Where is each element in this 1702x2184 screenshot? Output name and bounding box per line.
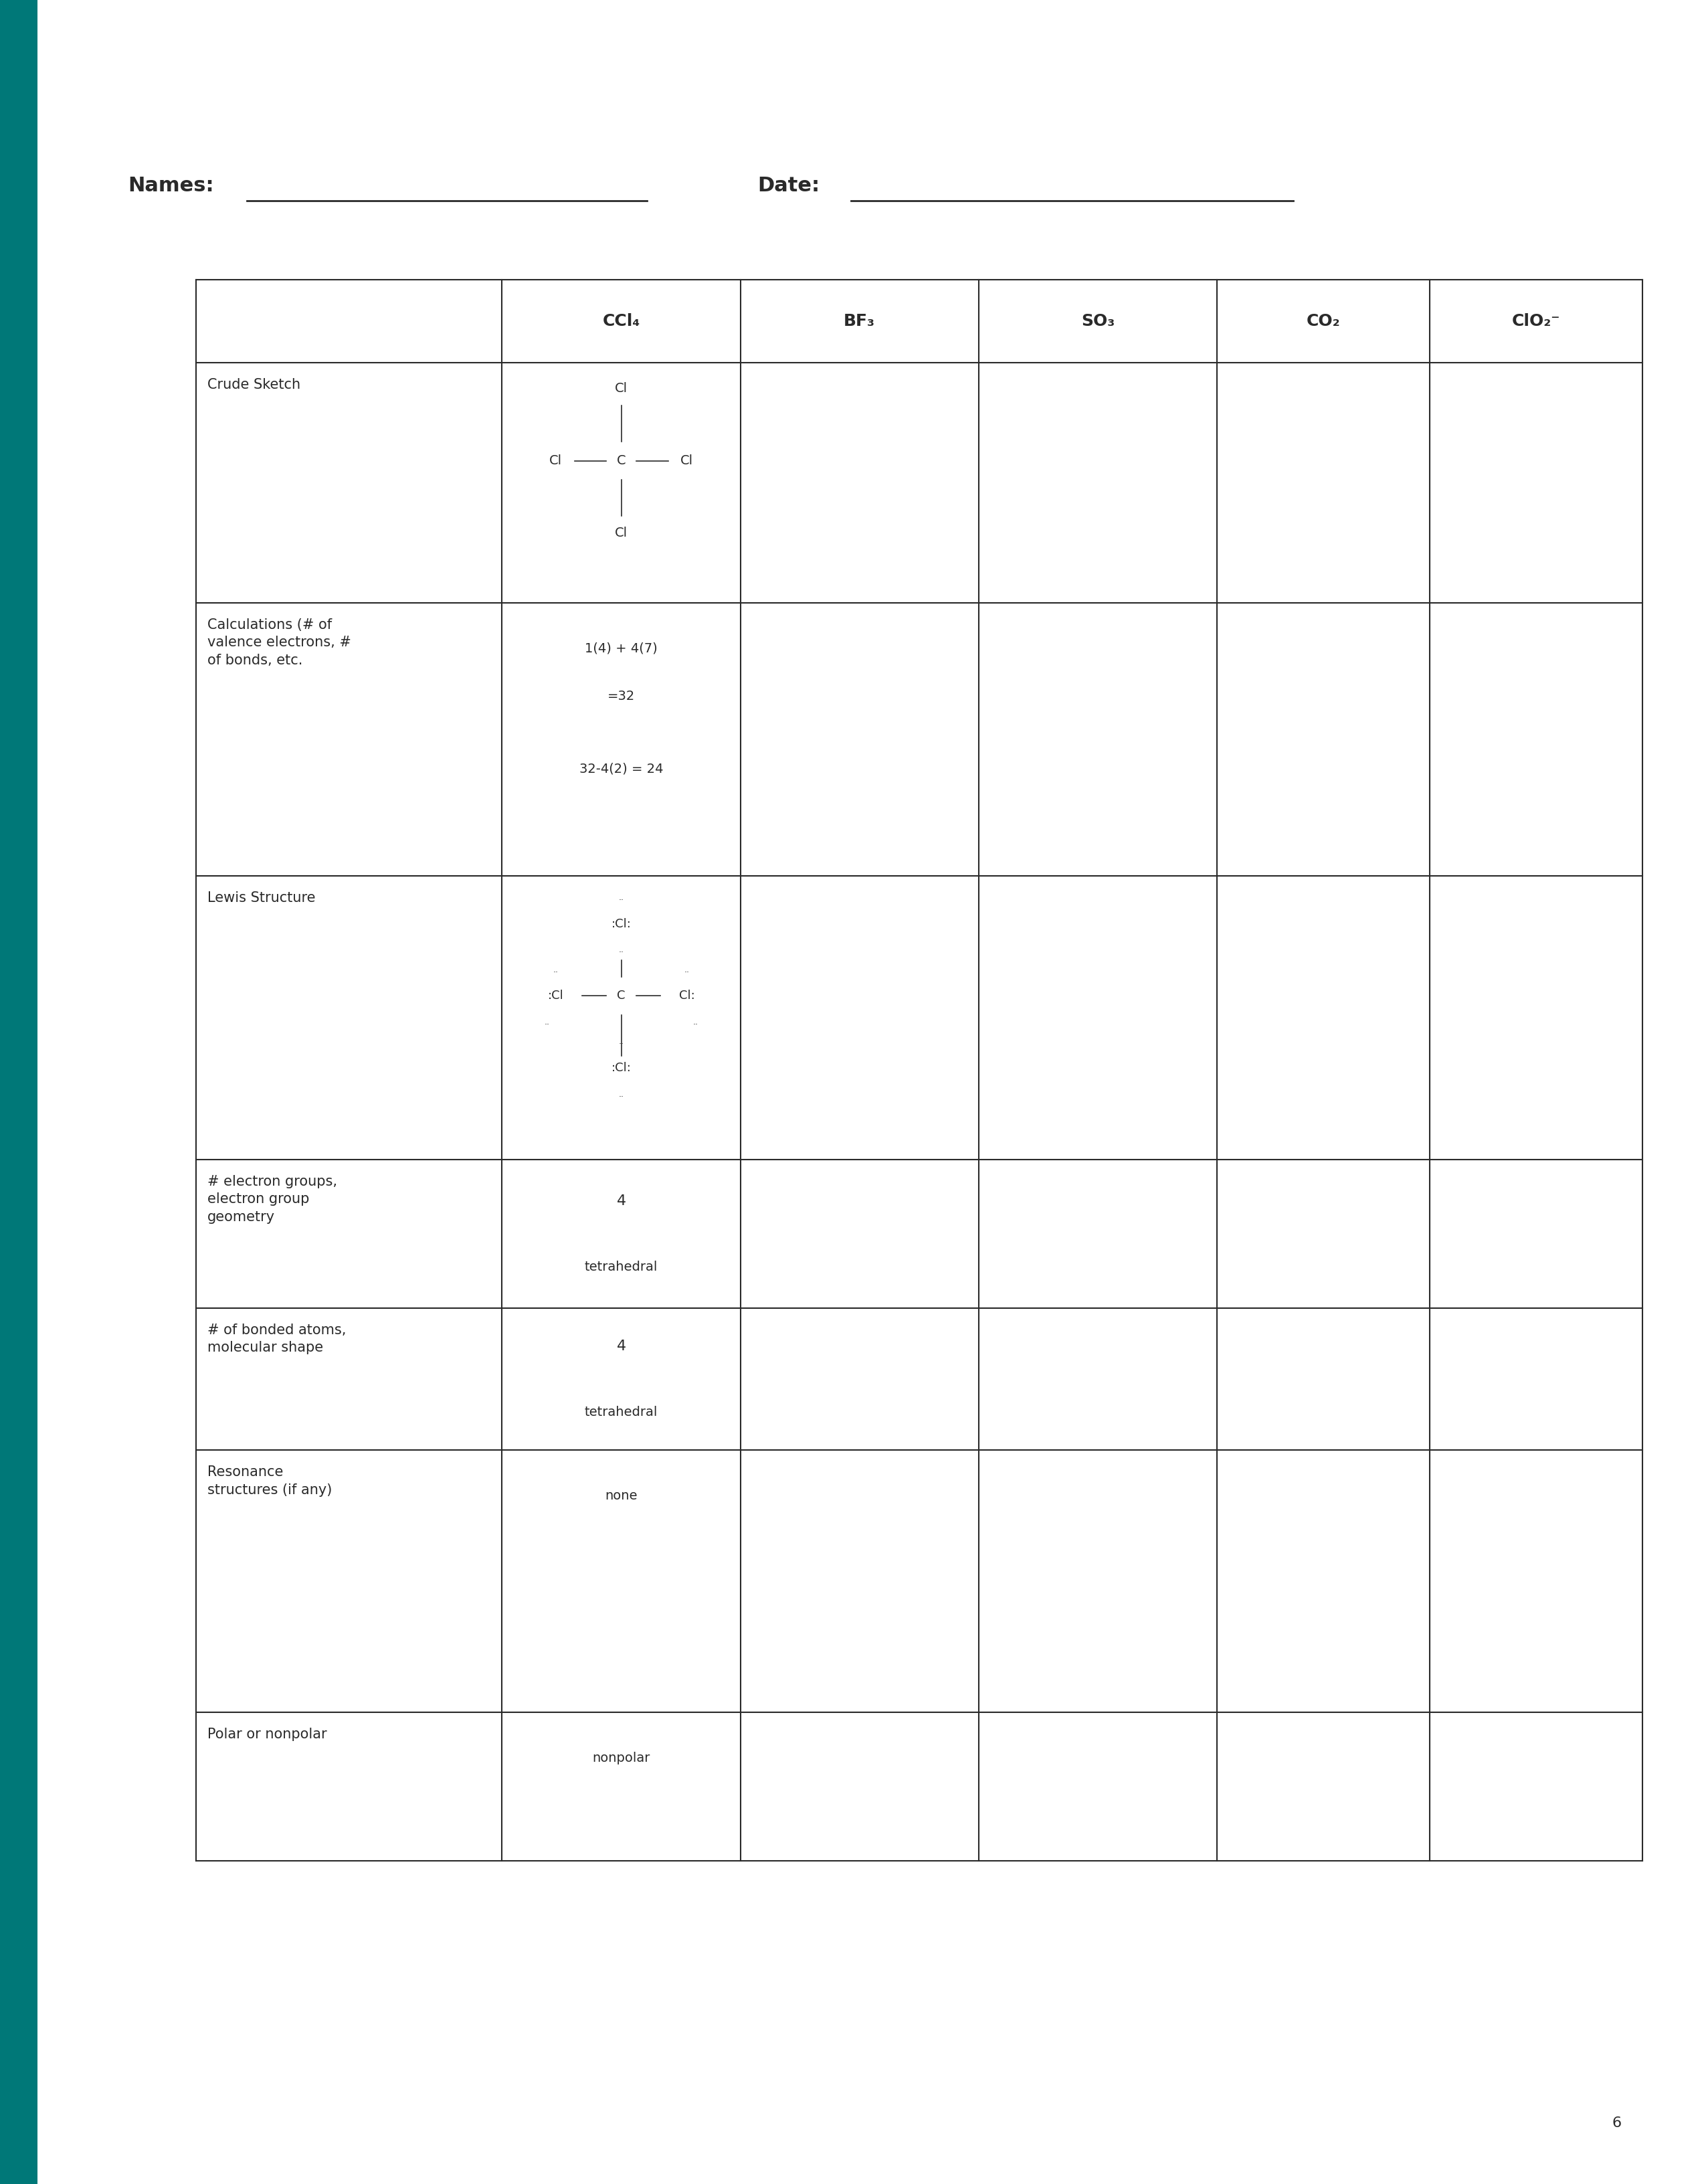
Text: # electron groups,
electron group
geometry: # electron groups, electron group geomet… [208,1175,337,1223]
Text: ..: .. [618,893,625,902]
Text: # of bonded atoms,
molecular shape: # of bonded atoms, molecular shape [208,1324,347,1354]
Text: ..: .. [684,965,689,974]
Text: 6: 6 [1612,2116,1622,2129]
Text: ..: .. [618,1037,625,1046]
Text: :Cl:: :Cl: [611,917,631,930]
Text: ..: .. [618,946,625,954]
Text: ClO₂⁻: ClO₂⁻ [1511,312,1561,330]
Text: Cl: Cl [681,454,693,467]
Text: C: C [618,989,625,1002]
Text: Names:: Names: [128,177,214,194]
Text: ..: .. [618,1090,625,1099]
Text: CO₂: CO₂ [1307,312,1339,330]
Text: C: C [616,454,626,467]
Text: nonpolar: nonpolar [592,1752,650,1765]
Text: Polar or nonpolar: Polar or nonpolar [208,1728,327,1741]
Text: CCl₄: CCl₄ [603,312,640,330]
Text: tetrahedral: tetrahedral [585,1260,657,1273]
Text: SO₃: SO₃ [1081,312,1115,330]
Text: :Cl: :Cl [548,989,563,1002]
Text: Lewis Structure: Lewis Structure [208,891,315,904]
Text: 32-4(2) = 24: 32-4(2) = 24 [579,762,664,775]
Text: Resonance
structures (if any): Resonance structures (if any) [208,1465,332,1496]
Text: 4: 4 [616,1195,626,1208]
Bar [0,0,37,2184]
Text: Cl: Cl [614,382,628,395]
Text: =32: =32 [608,690,635,703]
Text: ..: .. [693,1018,698,1026]
Text: ..: .. [545,1018,550,1026]
Text: Cl: Cl [550,454,562,467]
Text: 1(4) + 4(7): 1(4) + 4(7) [585,642,657,655]
Text: Calculations (# of
valence electrons, #
of bonds, etc.: Calculations (# of valence electrons, # … [208,618,351,666]
Text: BF₃: BF₃ [844,312,875,330]
Text: ..: .. [553,965,558,974]
Text: Cl: Cl [614,526,628,539]
Text: tetrahedral: tetrahedral [585,1406,657,1417]
Text: Crude Sketch: Crude Sketch [208,378,301,391]
Text: Date:: Date: [757,177,820,194]
Text: Cl:: Cl: [679,989,694,1002]
Text: none: none [604,1489,638,1503]
Text: :Cl:: :Cl: [611,1061,631,1075]
Text: 4: 4 [616,1339,626,1354]
